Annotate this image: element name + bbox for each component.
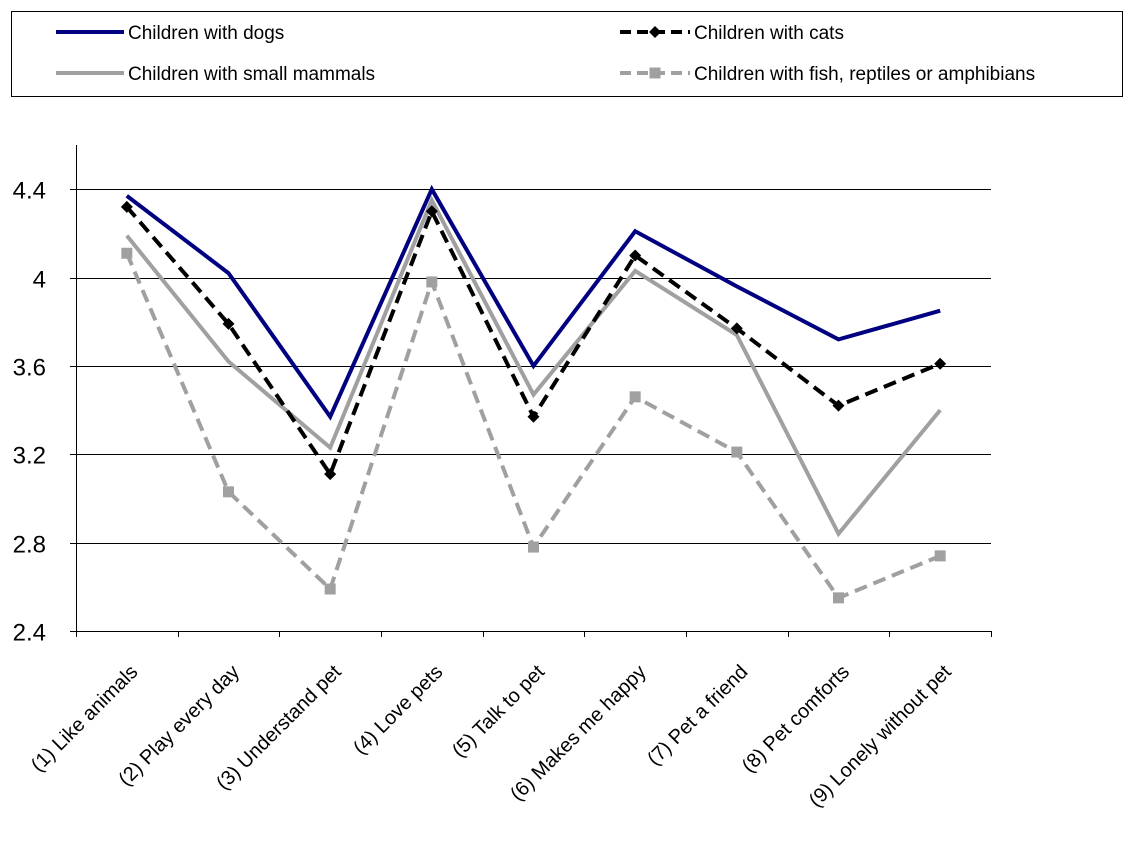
- y-tick-labels: 2.4 2.8 3.2 3.6 4 4.4: [13, 178, 76, 647]
- legend-marker: [649, 67, 661, 79]
- data-point: [324, 468, 337, 481]
- data-point: [731, 446, 743, 458]
- legend: Children with dogs Children with cats Chil…: [11, 11, 1123, 97]
- data-point: [730, 322, 743, 335]
- data-point: [223, 486, 234, 498]
- y-tick-label: 3.6: [13, 355, 46, 382]
- data-point: [222, 317, 235, 330]
- data-point: [426, 276, 438, 288]
- x-tick-labels: (1) Like animals(2) Play every day(3) Un…: [27, 631, 992, 812]
- data-point: [324, 583, 336, 595]
- y-tick-label: 3.2: [13, 443, 46, 470]
- data-point: [629, 249, 642, 262]
- y-tick-label: 2.8: [13, 532, 46, 559]
- legend-label: Children with dogs: [128, 23, 284, 44]
- axes: [76, 145, 991, 632]
- legend-box: [11, 11, 1123, 97]
- y-tick-label: 2.4: [13, 620, 46, 647]
- x-tick-label: (1) Like animals: [27, 661, 142, 776]
- legend-label: Children with small mammals: [128, 64, 375, 85]
- legend-marker: [649, 26, 661, 38]
- x-tick-label: (8) Pet comforts: [738, 661, 854, 777]
- data-point: [833, 592, 844, 604]
- data-point: [527, 410, 540, 423]
- data-point: [425, 205, 438, 218]
- data-point: [934, 550, 946, 562]
- x-tick-label: (5) Talk to pet: [448, 661, 549, 762]
- series-markers: [120, 200, 947, 604]
- series-line-children-with-dogs: [125, 184, 941, 421]
- series-line-children-with-cats: [125, 205, 941, 479]
- data-point: [629, 391, 641, 403]
- x-tick-label: (4) Love pets: [349, 661, 447, 759]
- legend-label: Children with fish, reptiles or amphibia…: [694, 64, 1035, 85]
- data-point: [832, 399, 845, 412]
- legend-label: Children with cats: [694, 23, 844, 44]
- y-tick-label: 4: [33, 267, 46, 294]
- data-point: [121, 247, 133, 259]
- series-line-children-with-small-mammals: [125, 195, 942, 538]
- x-tick-label: (7) Pet a friend: [643, 661, 752, 770]
- y-tick-label: 4.4: [13, 178, 46, 205]
- series-lines: [124, 184, 942, 601]
- data-point: [528, 541, 539, 553]
- data-point: [934, 357, 947, 370]
- data-point: [120, 200, 133, 213]
